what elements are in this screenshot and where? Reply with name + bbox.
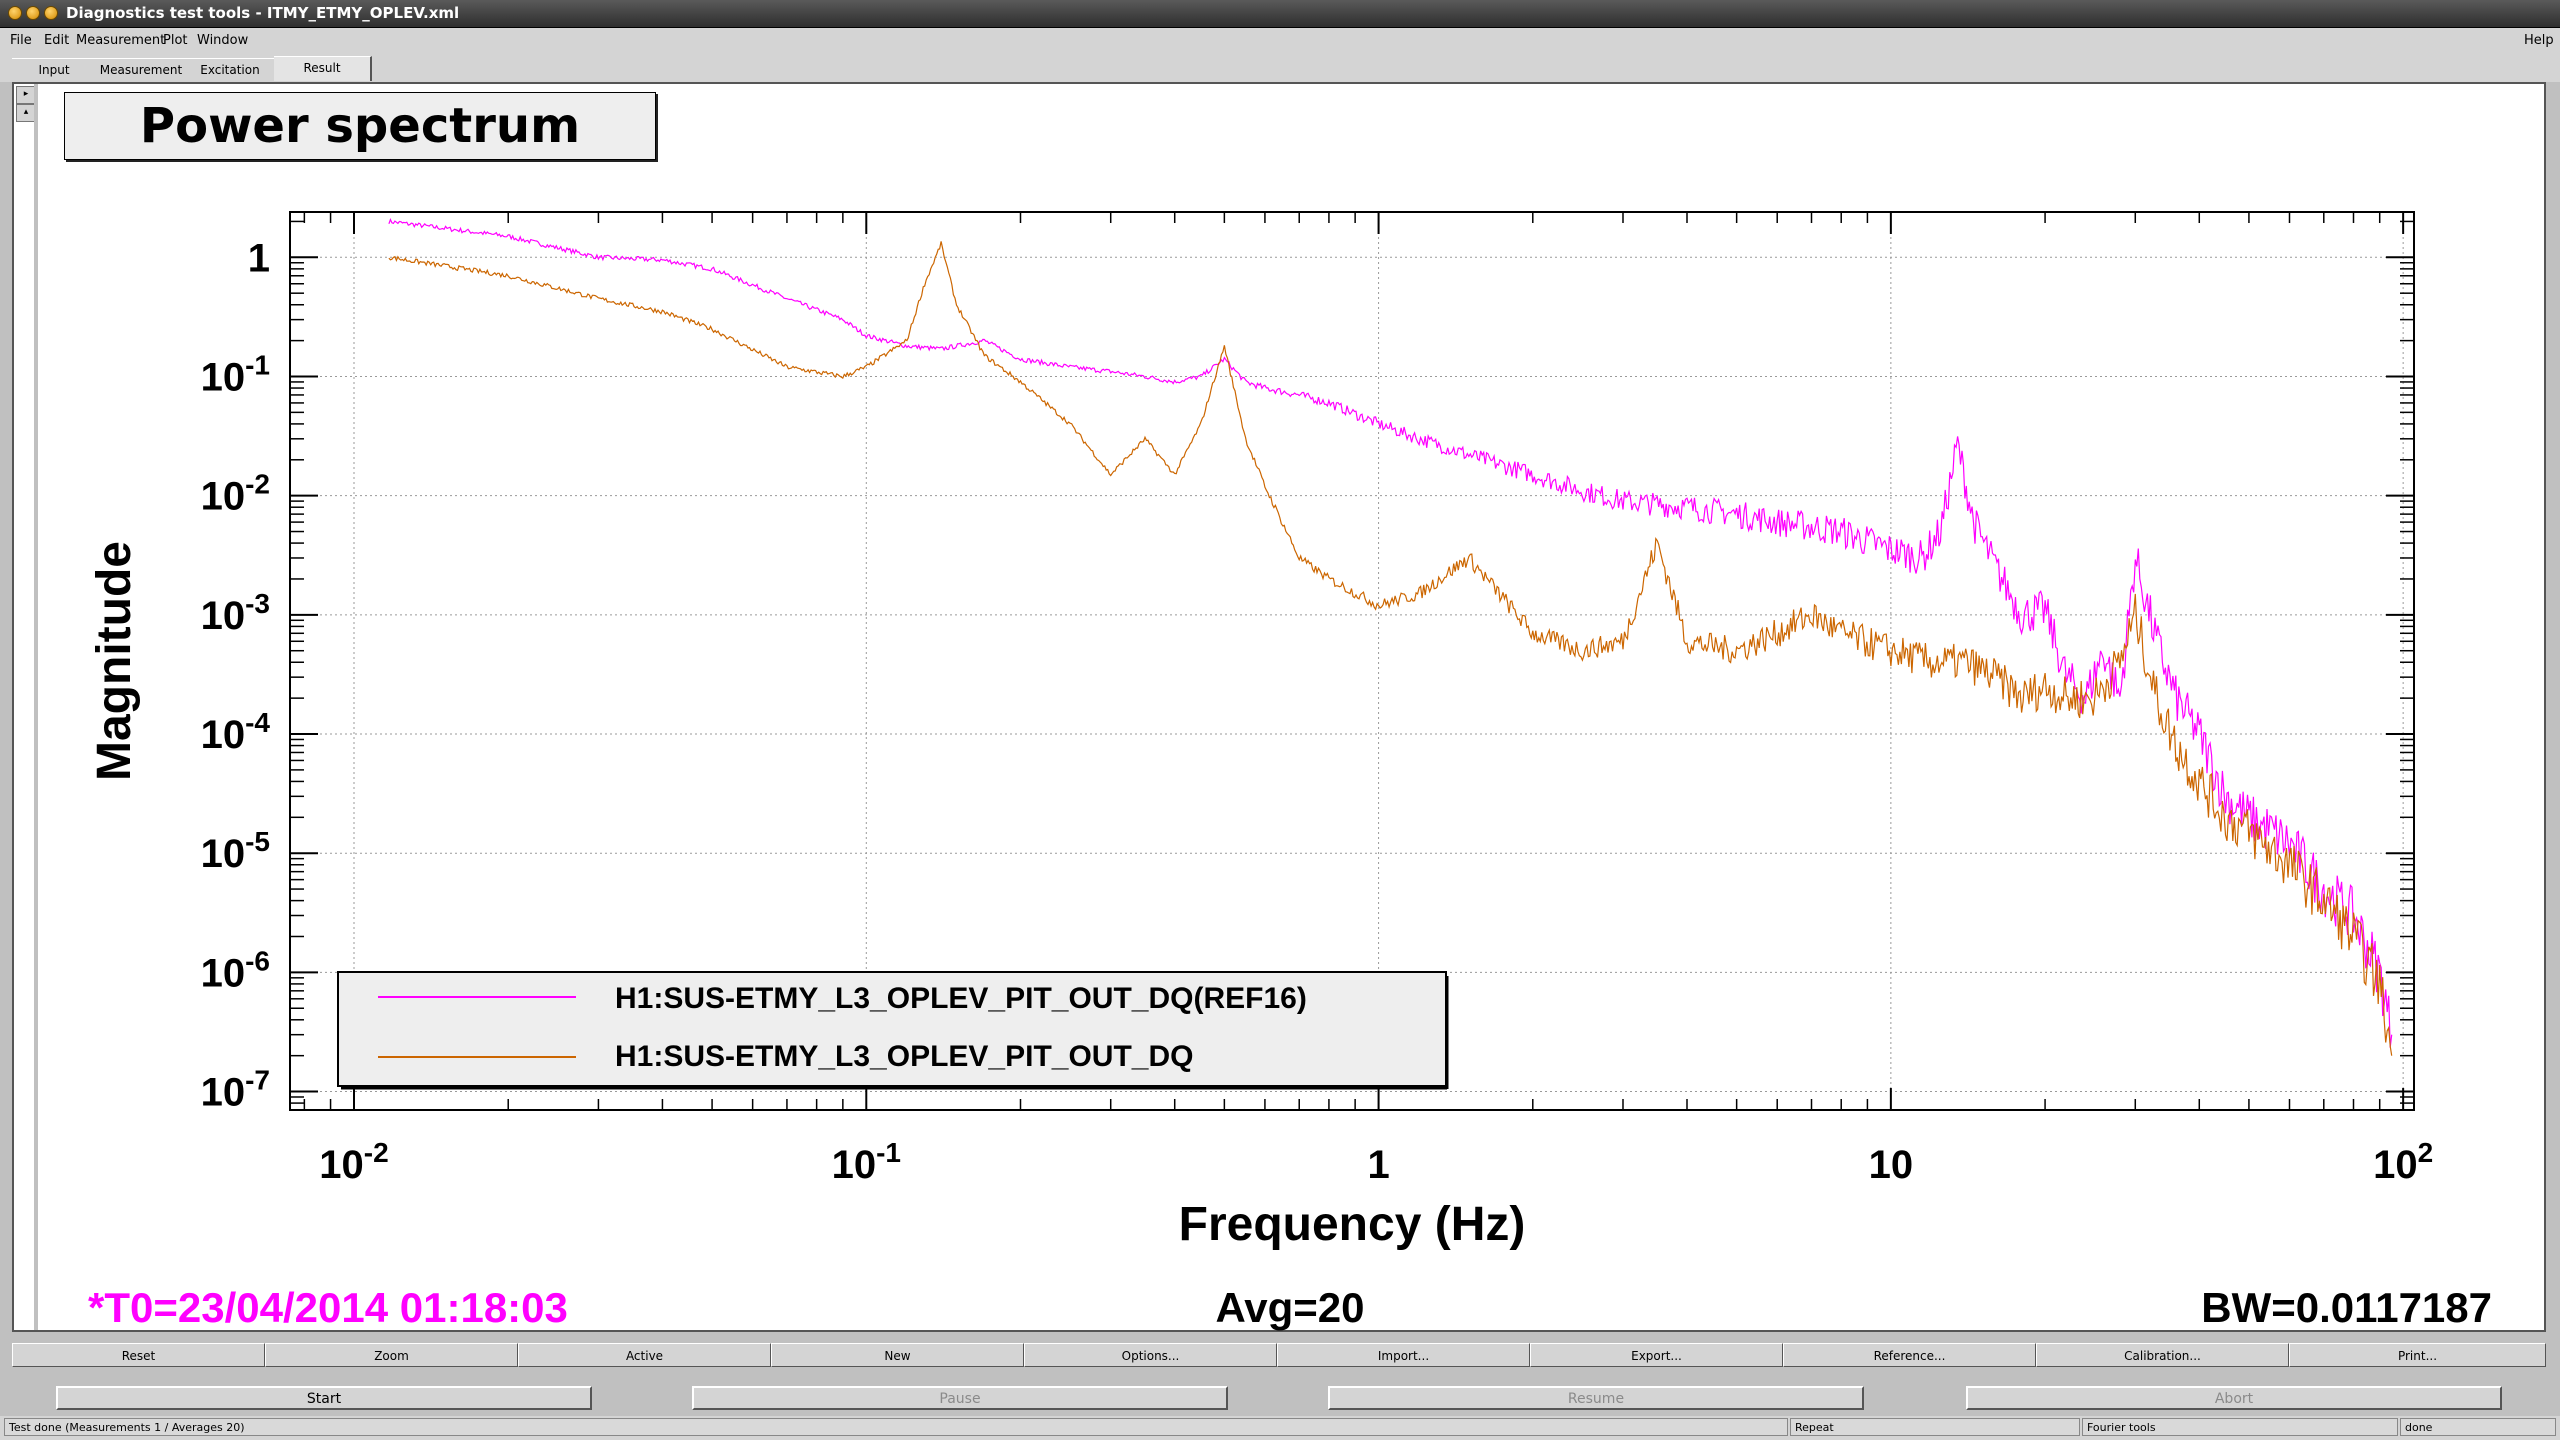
menu-file[interactable]: File (10, 33, 32, 48)
options-button[interactable]: Options... (1024, 1343, 1277, 1367)
window-title: Diagnostics test tools - ITMY_ETMY_OPLEV… (66, 4, 460, 22)
menu-window[interactable]: Window (197, 33, 249, 48)
pause-button[interactable]: Pause (692, 1386, 1228, 1410)
status-state: done (2400, 1418, 2556, 1436)
import-button[interactable]: Import... (1277, 1343, 1530, 1367)
tab-input[interactable]: Input (12, 58, 98, 81)
active-button[interactable]: Active (518, 1343, 771, 1367)
menu-bar: File Edit Measurement Plot Window Help (0, 28, 2560, 55)
window-titlebar: Diagnostics test tools - ITMY_ETMY_OPLEV… (0, 0, 2560, 28)
menu-edit[interactable]: Edit (44, 33, 70, 48)
window-minimize-icon[interactable] (26, 6, 40, 20)
tab-bar: Input Measurement Excitation Result (0, 54, 2560, 82)
plot-title: Power spectrum (64, 92, 656, 160)
menu-plot[interactable]: Plot (163, 33, 188, 48)
tab-measurement[interactable]: Measurement (96, 58, 188, 81)
zoom-button[interactable]: Zoom (265, 1343, 518, 1367)
window-maximize-icon[interactable] (44, 6, 58, 20)
status-repeat: Repeat (1790, 1418, 2080, 1436)
status-bar: Test done (Measurements 1 / Averages 20)… (0, 1416, 2560, 1440)
new-button[interactable]: New (771, 1343, 1024, 1367)
tab-excitation[interactable]: Excitation (186, 58, 276, 81)
reset-button[interactable]: Reset (12, 1343, 265, 1367)
plot-button-row: Reset Zoom Active New Options... Import.… (12, 1343, 2546, 1367)
pad-expand-icon[interactable]: ▸ (16, 86, 36, 104)
reference-button[interactable]: Reference... (1783, 1343, 2036, 1367)
menu-help[interactable]: Help (2524, 33, 2554, 48)
tab-result[interactable]: Result (274, 56, 372, 81)
start-button[interactable]: Start (56, 1386, 592, 1410)
print-button[interactable]: Print... (2289, 1343, 2546, 1367)
window-close-icon[interactable] (8, 6, 22, 20)
export-button[interactable]: Export... (1530, 1343, 1783, 1367)
status-message: Test done (Measurements 1 / Averages 20) (4, 1418, 1788, 1436)
status-tool: Fourier tools (2082, 1418, 2398, 1436)
abort-button[interactable]: Abort (1966, 1386, 2502, 1410)
plot-frame (12, 82, 2546, 1332)
menu-measurement[interactable]: Measurement (76, 33, 166, 48)
pad-splitter[interactable] (34, 84, 38, 1330)
calibration-button[interactable]: Calibration... (2036, 1343, 2289, 1367)
resume-button[interactable]: Resume (1328, 1386, 1864, 1410)
pad-collapse-icon[interactable]: ▴ (16, 104, 36, 122)
